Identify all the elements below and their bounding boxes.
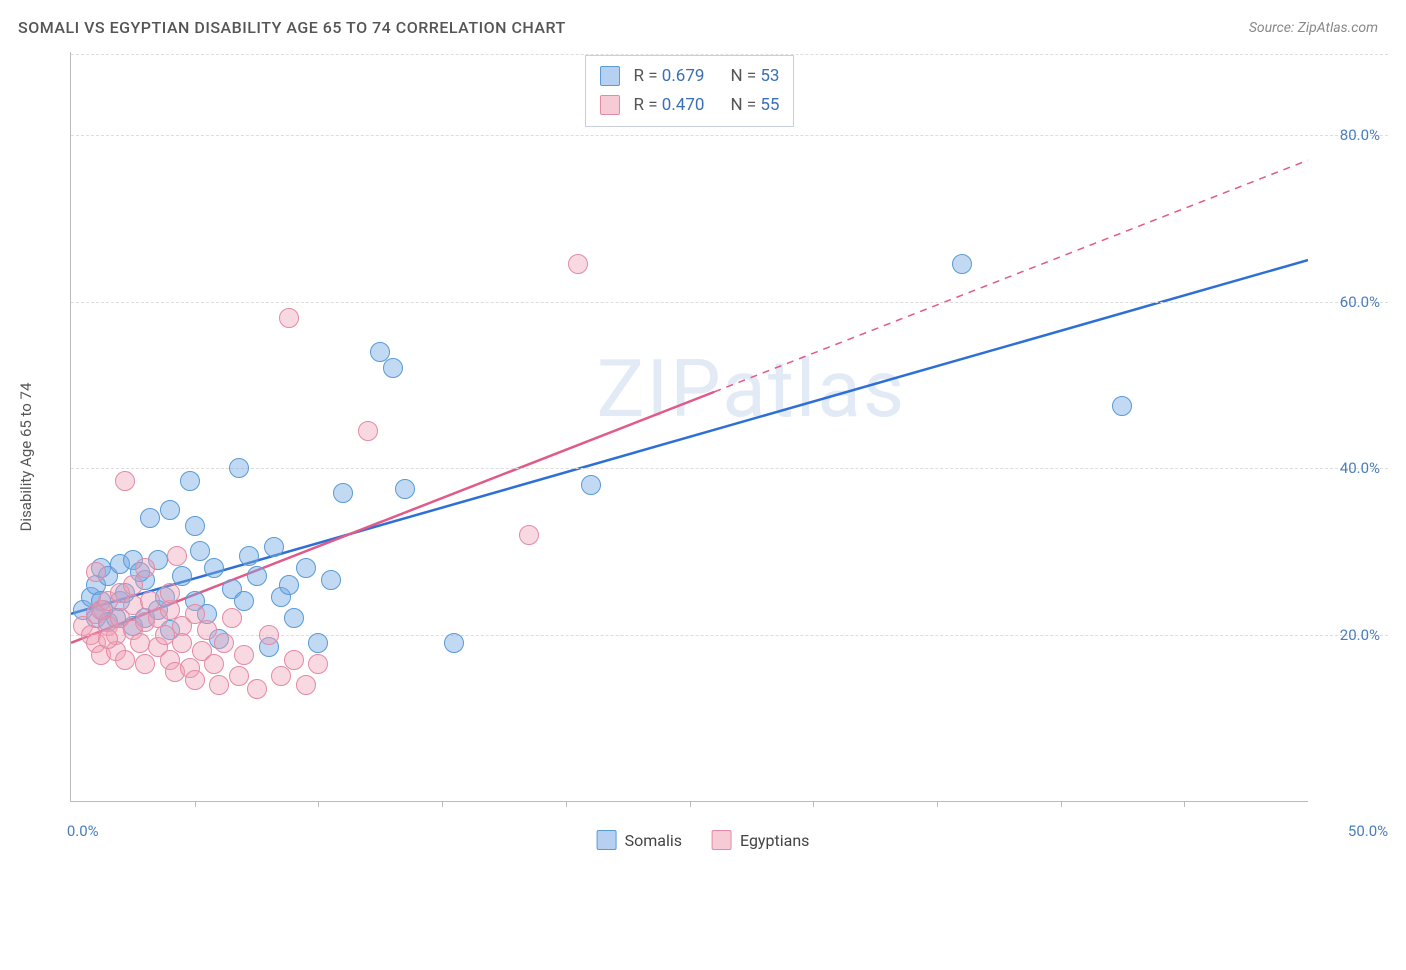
data-point (259, 625, 279, 645)
plot-area: ZIPatlas R = 0.679N = 53R = 0.470N = 55 … (70, 52, 1308, 802)
stat-r-label: R = (634, 95, 662, 115)
data-point (239, 546, 259, 566)
legend-label: Egyptians (740, 831, 809, 850)
data-point (333, 483, 353, 503)
legend-swatch-pink (600, 95, 620, 115)
y-tick-label: 20.0% (1340, 626, 1380, 644)
data-point (234, 591, 254, 611)
chart-title: SOMALI VS EGYPTIAN DISABILITY AGE 65 TO … (18, 18, 566, 37)
data-point (160, 583, 180, 603)
data-point (358, 421, 378, 441)
data-point (271, 666, 291, 686)
watermark: ZIPatlas (597, 342, 907, 436)
data-point (229, 458, 249, 478)
gridline-h (71, 135, 1388, 136)
stat-n-value: 55 (760, 95, 779, 115)
data-point (167, 546, 187, 566)
data-point (190, 541, 210, 561)
data-point (321, 570, 341, 590)
stat-n-label: N = (730, 66, 760, 86)
data-point (135, 558, 155, 578)
legend-item: Egyptians (712, 830, 809, 850)
y-tick-label: 40.0% (1340, 459, 1380, 477)
data-point (296, 675, 316, 695)
trend-line-dashed (714, 160, 1308, 392)
data-point (185, 670, 205, 690)
data-point (86, 562, 106, 582)
data-point (581, 475, 601, 495)
y-tick-label: 80.0% (1340, 126, 1380, 144)
data-point (172, 566, 192, 586)
data-point (115, 471, 135, 491)
source-label: Source: ZipAtlas.com (1249, 20, 1378, 36)
data-point (209, 675, 229, 695)
x-tick (318, 801, 319, 807)
data-point (247, 679, 267, 699)
stat-n-label: N = (730, 95, 760, 115)
data-point (279, 308, 299, 328)
stat-n-value: 53 (760, 66, 779, 86)
stat-r-value: 0.470 (662, 95, 705, 115)
stat-r-label: R = (634, 66, 662, 86)
stats-row: R = 0.470 N = 55 (600, 91, 780, 120)
x-tick (566, 801, 567, 807)
data-point (395, 479, 415, 499)
gridline-h (71, 468, 1388, 469)
x-tick (1184, 801, 1185, 807)
data-point (308, 633, 328, 653)
x-tick (442, 801, 443, 807)
legend-swatch-pink (712, 830, 732, 850)
data-point (234, 645, 254, 665)
data-point (444, 633, 464, 653)
data-point (264, 537, 284, 557)
data-point (140, 508, 160, 528)
data-point (115, 650, 135, 670)
data-point (180, 471, 200, 491)
data-point (1112, 396, 1132, 416)
data-point (383, 358, 403, 378)
data-point (123, 575, 143, 595)
legend-label: Somalis (625, 831, 682, 850)
series-legend: Somalis Egyptians (597, 830, 810, 850)
data-point (308, 654, 328, 674)
x-axis-max-label: 50.0% (1348, 822, 1388, 970)
x-tick (1061, 801, 1062, 807)
data-point (214, 633, 234, 653)
data-point (519, 525, 539, 545)
data-point (185, 516, 205, 536)
stats-row: R = 0.679 N = 53 (600, 62, 780, 91)
data-point (568, 254, 588, 274)
stat-r-value: 0.679 (662, 66, 705, 86)
y-axis-label: Disability Age 65 to 74 (17, 383, 35, 532)
data-point (172, 633, 192, 653)
gridline-h (71, 302, 1388, 303)
data-point (952, 254, 972, 274)
data-point (135, 654, 155, 674)
stats-legend: R = 0.679 N = 53 R = 0.470 N = 55 (585, 55, 795, 127)
data-point (247, 566, 267, 586)
x-tick (813, 801, 814, 807)
y-tick-label: 60.0% (1340, 293, 1380, 311)
data-point (197, 620, 217, 640)
x-axis-min-label: 0.0% (67, 822, 99, 970)
data-point (98, 629, 118, 649)
x-tick (690, 801, 691, 807)
x-tick (937, 801, 938, 807)
data-point (204, 654, 224, 674)
data-point (204, 558, 224, 578)
legend-swatch-blue (600, 66, 620, 86)
data-point (160, 500, 180, 520)
gridline-h (71, 54, 1388, 55)
data-point (279, 575, 299, 595)
x-tick (195, 801, 196, 807)
legend-swatch-blue (597, 830, 617, 850)
data-point (296, 558, 316, 578)
legend-item: Somalis (597, 830, 682, 850)
chart-container: Disability Age 65 to 74 ZIPatlas R = 0.6… (18, 52, 1388, 862)
data-point (222, 608, 242, 628)
data-point (284, 608, 304, 628)
data-point (284, 650, 304, 670)
data-point (229, 666, 249, 686)
